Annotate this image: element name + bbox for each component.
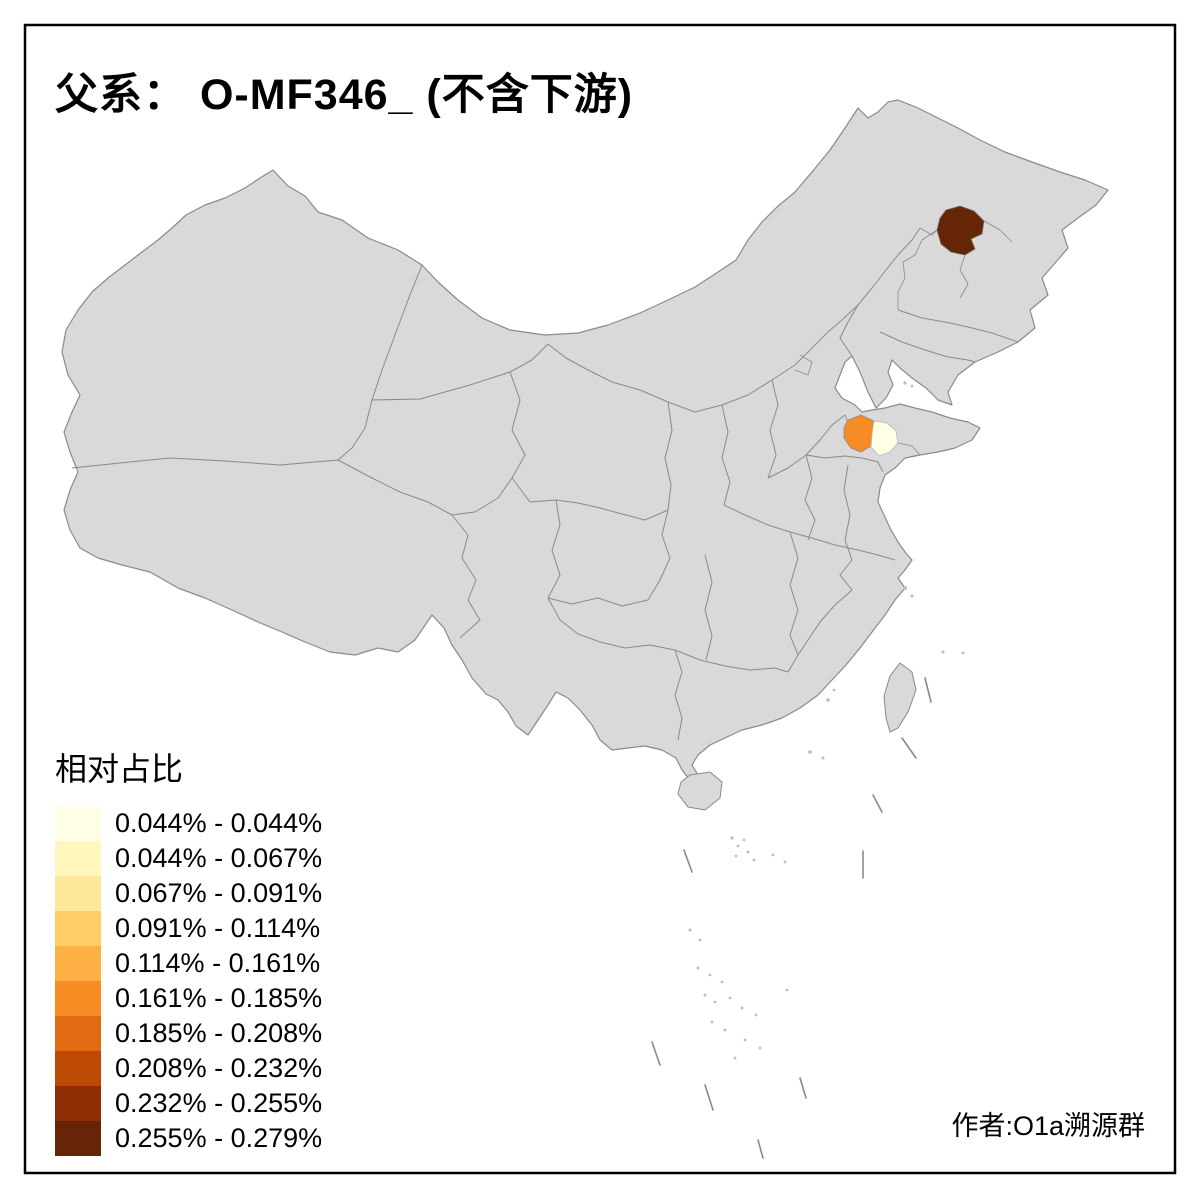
legend-row: 0.185% - 0.208% — [55, 1016, 395, 1051]
legend-label: 0.185% - 0.208% — [115, 1018, 323, 1048]
legend-row: 0.067% - 0.091% — [55, 876, 395, 911]
region-shandong-east-prefecture — [870, 420, 899, 457]
legend-rows: 0.044% - 0.044% 0.044% - 0.067% 0.067% -… — [55, 806, 395, 1156]
legend-swatch — [55, 876, 101, 911]
mainland-outline — [61, 99, 1109, 781]
legend-row: 0.232% - 0.255% — [55, 1086, 395, 1121]
legend-label: 0.091% - 0.114% — [115, 913, 321, 943]
region-northeast-prefecture — [936, 205, 985, 256]
legend-swatch — [55, 806, 101, 841]
legend-title: 相对占比 — [55, 751, 184, 787]
legend-label: 0.067% - 0.091% — [115, 878, 323, 908]
legend-row: 0.044% - 0.067% — [55, 841, 395, 876]
legend-swatch — [55, 981, 101, 1016]
region-shandong-west-prefecture — [843, 414, 878, 453]
legend-swatch — [55, 946, 101, 981]
legend-label: 0.114% - 0.161% — [115, 948, 321, 978]
province-boundaries — [71, 220, 1019, 741]
legend-row: 0.044% - 0.044% — [55, 806, 395, 841]
legend-label: 0.161% - 0.185% — [115, 983, 323, 1013]
legend-swatch — [55, 1121, 101, 1156]
legend-label: 0.255% - 0.279% — [115, 1123, 323, 1153]
attribution-text: 作者:O1a溯源群 — [951, 1111, 1145, 1141]
legend-swatch — [55, 841, 101, 876]
legend-label: 0.044% - 0.067% — [115, 843, 323, 873]
legend-row: 0.208% - 0.232% — [55, 1051, 395, 1086]
legend-label: 0.044% - 0.044% — [115, 808, 323, 838]
plot-frame — [23, 23, 1177, 1175]
sea-islands — [688, 381, 965, 1060]
legend-row: 0.161% - 0.185% — [55, 981, 395, 1016]
legend-row: 0.114% - 0.161% — [55, 946, 395, 981]
legend: 相对占比 0.044% - 0.044% 0.044% - 0.067% 0.0… — [55, 744, 395, 1156]
legend-swatch — [55, 1016, 101, 1051]
hainan-island — [677, 771, 723, 811]
legend-label: 0.208% - 0.232% — [115, 1053, 323, 1083]
legend-swatch — [55, 1086, 101, 1121]
legend-row: 0.255% - 0.279% — [55, 1121, 395, 1156]
nine-dash-segments — [651, 677, 932, 1159]
taiwan-island — [883, 662, 917, 733]
legend-swatch — [55, 1051, 101, 1086]
legend-label: 0.232% - 0.255% — [115, 1088, 323, 1118]
legend-row: 0.091% - 0.114% — [55, 911, 395, 946]
legend-swatch — [55, 911, 101, 946]
map-title: 父系： O-MF346_ (不含下游) — [55, 71, 634, 119]
